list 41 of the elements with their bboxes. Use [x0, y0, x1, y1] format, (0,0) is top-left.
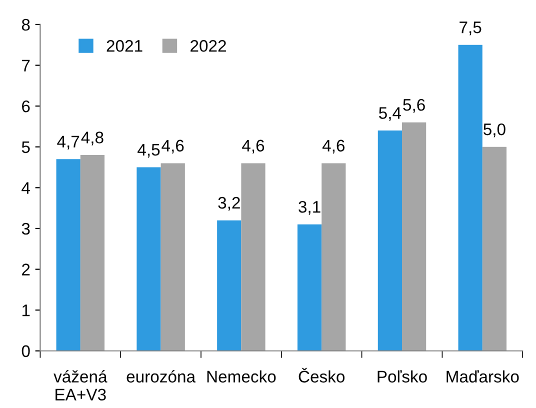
- data-label: 5,0: [484, 123, 506, 138]
- bar: [160, 163, 185, 351]
- x-tick-label: eurozóna: [126, 370, 196, 383]
- bar: [402, 122, 426, 351]
- data-label: 7,5: [460, 22, 482, 36]
- data-label: 5,4: [379, 107, 402, 121]
- bar: [378, 130, 402, 351]
- bar: [482, 146, 507, 351]
- x-tick-label: Maďarsko: [446, 370, 519, 383]
- x-tick-label: vážená EA+V3: [54, 370, 108, 401]
- bar: [136, 167, 161, 351]
- bar: [297, 224, 322, 351]
- x-tick-label: Česko: [298, 368, 345, 383]
- data-label: 4,6: [162, 140, 184, 154]
- y-tick-label: 7: [22, 60, 30, 72]
- data-label: 5,6: [403, 98, 425, 113]
- legend-label: 2022: [190, 40, 226, 52]
- data-label: 4,6: [242, 140, 264, 154]
- bar: [80, 155, 105, 351]
- data-label: 4,6: [322, 140, 345, 154]
- x-tick-label: Poľsko: [378, 370, 427, 383]
- bar: [217, 220, 242, 351]
- x-tick-label: Nemecko: [207, 370, 276, 383]
- data-label: 4,8: [81, 132, 104, 146]
- y-tick-label: 4: [22, 182, 30, 194]
- y-tick-label: 0: [22, 345, 30, 358]
- legend-label: 2021: [106, 40, 142, 52]
- bar: [322, 163, 346, 351]
- bar: [458, 44, 482, 351]
- y-tick-label: 8: [22, 18, 30, 31]
- bar: [241, 163, 266, 351]
- y-tick-label: 2: [22, 264, 30, 276]
- y-tick-label: 5: [22, 141, 30, 154]
- bar: [56, 159, 80, 351]
- y-tick-label: 1: [22, 304, 30, 316]
- y-tick-label: 6: [22, 100, 30, 112]
- data-label: 3,2: [218, 196, 240, 211]
- data-label: 4,7: [57, 136, 80, 150]
- data-label: 4,5: [138, 144, 160, 158]
- y-tick-label: 3: [22, 222, 30, 235]
- data-label: 3,1: [298, 200, 320, 215]
